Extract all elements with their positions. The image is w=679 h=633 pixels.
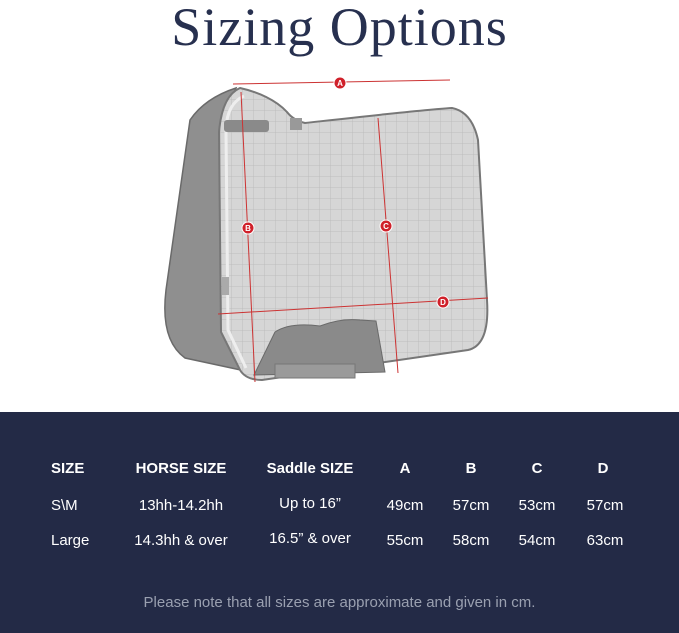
patch-label: [274, 363, 356, 379]
row-sm-c: 53cm: [518, 497, 556, 514]
header-b: B: [465, 460, 477, 477]
header-c: C: [531, 460, 543, 477]
measure-marker-b: B: [241, 221, 255, 235]
row-large-c: 54cm: [518, 532, 556, 549]
row-sm-size: S\M: [51, 497, 78, 514]
measure-marker-c: C: [379, 219, 393, 233]
measure-marker-a: A: [333, 76, 347, 90]
measure-marker-d: D: [436, 295, 450, 309]
svg-text:B: B: [245, 224, 251, 233]
size-table-panel: [0, 412, 679, 633]
brand-tag: [222, 277, 229, 295]
seat-patch: [253, 319, 386, 376]
header-size: SIZE: [51, 460, 85, 477]
svg-text:C: C: [383, 222, 389, 231]
page-title: Sizing Options: [171, 0, 508, 57]
row-sm-d: 57cm: [586, 497, 624, 514]
header-horse-size: HORSE SIZE: [135, 460, 227, 477]
row-sm-horse: 13hh-14.2hh: [138, 497, 224, 514]
row-large-size: Large: [51, 532, 90, 549]
header-a: A: [399, 460, 411, 477]
row-sm-a: 49cm: [386, 497, 424, 514]
saddle-pad-diagram: A B C D: [164, 76, 489, 383]
row-large-saddle: 16.5” & over: [269, 530, 351, 547]
header-saddle-size: Saddle SIZE: [266, 460, 354, 477]
sizing-note: Please note that all sizes are approxima…: [143, 594, 536, 611]
row-sm-saddle: Up to 16”: [279, 495, 341, 512]
row-large-a: 55cm: [386, 532, 424, 549]
svg-text:D: D: [440, 298, 446, 307]
row-large-d: 63cm: [586, 532, 624, 549]
strap-loop: [290, 118, 302, 130]
row-large-b: 58cm: [452, 532, 490, 549]
girth-strap: [224, 120, 269, 132]
row-sm-b: 57cm: [452, 497, 490, 514]
row-large-horse: 14.3hh & over: [134, 532, 228, 549]
svg-text:A: A: [337, 79, 343, 88]
pad-body: [217, 86, 489, 382]
header-d: D: [597, 460, 609, 477]
pad-back-panel: [164, 86, 252, 374]
